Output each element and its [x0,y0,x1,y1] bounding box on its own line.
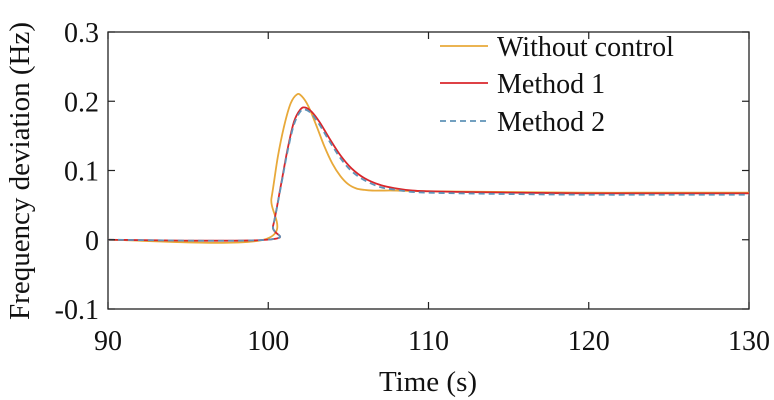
legend: Without control Method 1 Method 2 [440,32,674,138]
y-axis-ticks: -0.1 0 0.1 0.2 0.3 [55,18,749,326]
series-line-3 [108,108,749,242]
x-axis-ticks: 90 100 110 120 130 [94,32,770,357]
series-line-2 [108,106,749,242]
x-tick-label: 110 [408,326,449,357]
x-tick-label: 100 [247,326,289,357]
x-axis-title: Time (s) [379,366,477,398]
legend-label-3: Method 2 [497,107,605,138]
series-line-1 [108,92,749,244]
x-tick-label: 90 [94,326,122,357]
legend-label-1: Without control [497,32,674,63]
plot-frame [107,31,750,310]
plot-area: 90 100 110 120 130 -0.1 0 0.1 0.2 0.3 [55,18,770,357]
y-tick-label: 0.3 [64,18,99,49]
legend-label-2: Method 1 [497,69,605,100]
y-axis-title: Frequency deviation (Hz) [4,22,36,320]
y-tick-label: 0.1 [64,157,99,188]
y-tick-label: 0 [85,226,99,257]
series-layer [108,92,749,244]
y-tick-label: -0.1 [55,295,99,326]
x-tick-label: 130 [728,326,770,357]
x-tick-label: 120 [568,326,610,357]
y-tick-label: 0.2 [64,87,99,118]
